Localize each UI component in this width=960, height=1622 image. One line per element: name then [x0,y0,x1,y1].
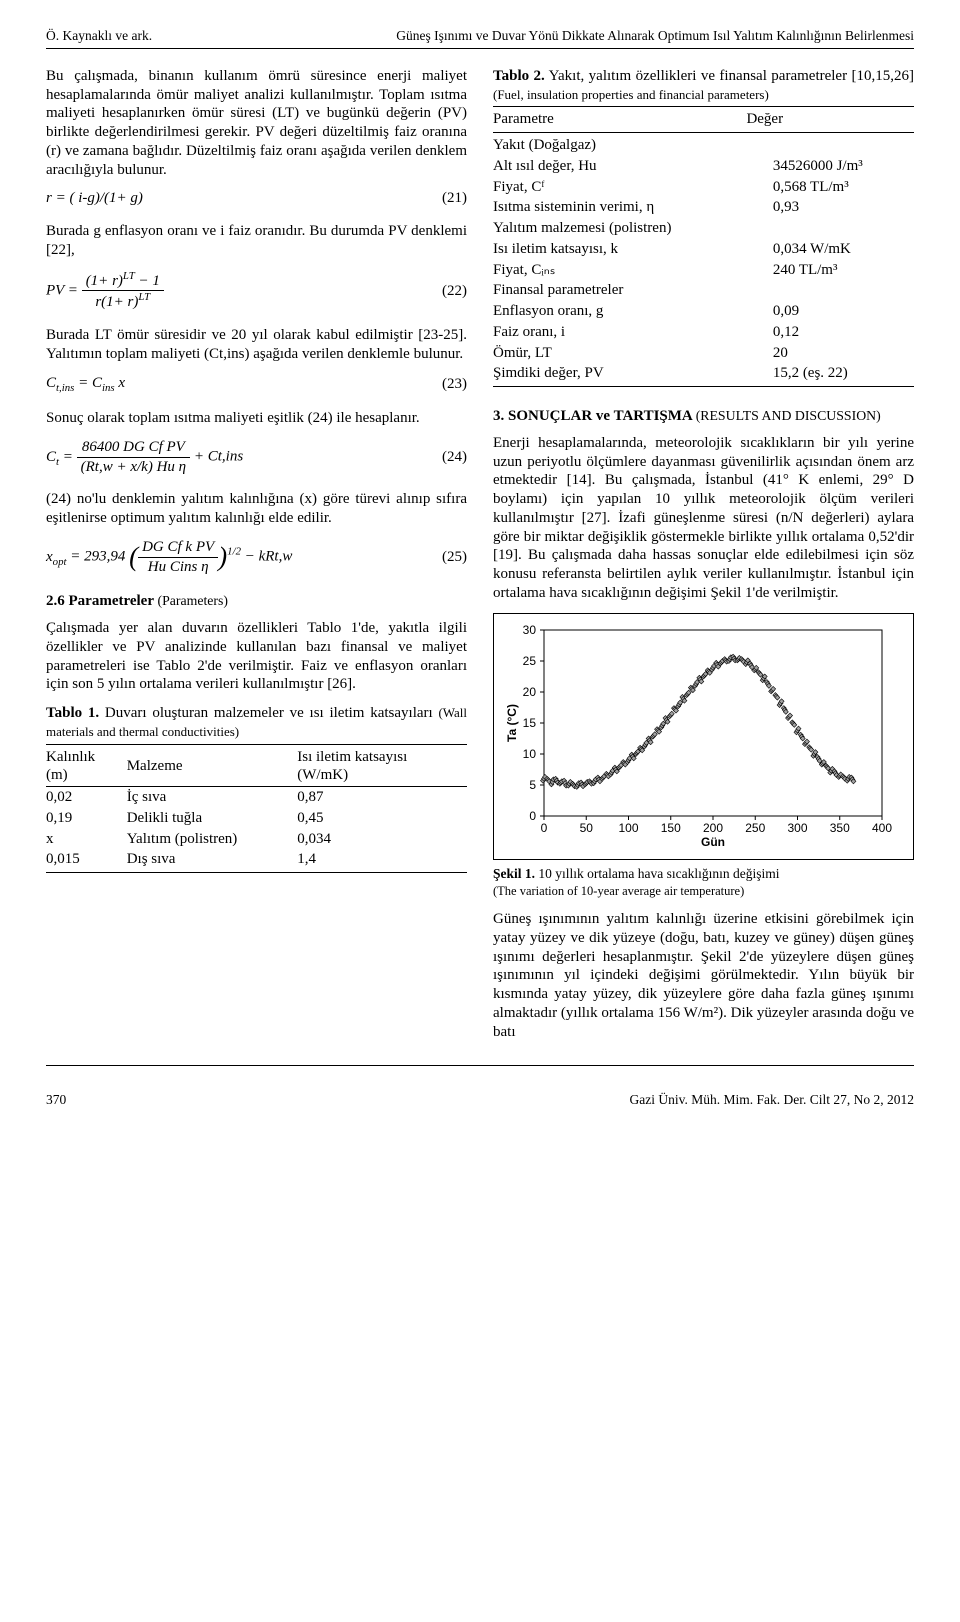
table-row: Isı iletim katsayısı, k0,034 W/mK [493,239,914,260]
page-header: Ö. Kaynaklı ve ark. Güneş Işınımı ve Duv… [46,28,914,45]
table-row: Faiz oranı, i0,12 [493,322,914,343]
eq22-expr: PV = (1+ r)LT − 1 r(1+ r)LT [46,270,164,313]
two-column-layout: Bu çalışmada, binanın kullanım ömrü süre… [46,67,914,1052]
table-row: Finansal parametreler [493,280,914,301]
table-row: Alt ısıl değer, Hu34526000 J/m³ [493,156,914,177]
svg-text:Ta (°C): Ta (°C) [505,704,519,742]
para-solar: Güneş ışınımının yalıtım kalınlığı üzeri… [493,910,914,1041]
svg-text:300: 300 [787,821,807,835]
equation-24: Ct = 86400 DG Cf PV (Rt,w + x/k) Hu η + … [46,438,467,477]
svg-text:100: 100 [618,821,638,835]
svg-text:250: 250 [745,821,765,835]
table-row: Enflasyon oranı, g0,09 [493,301,914,322]
footer-journal: Gazi Üniv. Müh. Mim. Fak. Der. Cilt 27, … [630,1092,915,1109]
footer-page-num: 370 [46,1092,66,1109]
svg-text:5: 5 [529,778,536,792]
table-row: xYalıtım (polistren)0,034 [46,829,467,850]
svg-text:0: 0 [541,821,548,835]
svg-text:150: 150 [661,821,681,835]
figure-1-chart: 0 50 100 150 200 250 300 350 400 0 5 10 15 20 25 30 Gün T… [493,613,914,861]
table1-col-1: Malzeme [127,747,298,787]
header-rule [46,48,914,49]
para-total: Sonuç olarak toplam ısıtma maliyeti eşit… [46,409,467,428]
table-row: Şimdiki değer, PV15,2 (eş. 22) [493,363,914,384]
chart-svg: 0 50 100 150 200 250 300 350 400 0 5 10 15 20 25 30 Gün T… [502,620,892,850]
eq25-num: (25) [442,548,467,567]
table1-col-2: Isı iletim katsayısı(W/mK) [297,747,467,787]
section-2-6-head: 2.6 Parametreler (Parameters) [46,592,467,611]
para-results: Enerji hesaplamalarında, meteorolojik sı… [493,434,914,603]
table2-head-row: Parametre Değer [493,109,914,130]
para-deriv: (24) no'lu denklemin yalıtım kalınlığına… [46,490,467,528]
page-footer: 370 Gazi Üniv. Müh. Mim. Fak. Der. Cilt … [46,1092,914,1109]
para-intro: Bu çalışmada, binanın kullanım ömrü süre… [46,67,467,180]
eq21-num: (21) [442,189,467,208]
table-row: Fiyat, Cᵢₙₛ240 TL/m³ [493,260,914,281]
svg-text:30: 30 [523,623,537,637]
eq22-num: (22) [442,282,467,301]
svg-text:350: 350 [830,821,850,835]
svg-text:15: 15 [523,716,537,730]
svg-text:20: 20 [523,685,537,699]
eq24-expr: Ct = 86400 DG Cf PV (Rt,w + x/k) Hu η + … [46,438,243,477]
svg-text:200: 200 [703,821,723,835]
table2-rule-bottom [493,386,914,387]
para-lt: Burada LT ömür süresidir ve 20 yıl olara… [46,326,467,364]
eq23-num: (23) [442,375,467,394]
svg-text:0: 0 [529,809,536,823]
svg-text:10: 10 [523,747,537,761]
equation-23: Ct,ins = Cins x (23) [46,374,467,395]
para-params: Çalışmada yer alan duvarın özellikleri T… [46,619,467,694]
para-g-i: Burada g enflasyon oranı ve i faiz oranı… [46,222,467,260]
section-3-head: 3. SONUÇLAR ve TARTIŞMA (RESULTS AND DIS… [493,407,914,426]
table2-rule-mid [493,132,914,133]
table-row: Yalıtım malzemesi (polistren) [493,218,914,239]
svg-text:Gün: Gün [701,835,725,849]
svg-text:400: 400 [872,821,892,835]
equation-22: PV = (1+ r)LT − 1 r(1+ r)LT (22) [46,270,467,313]
table-2-body: Yakıt (Doğalgaz)Alt ısıl değer, Hu345260… [493,135,914,384]
header-right: Güneş Işınımı ve Duvar Yönü Dikkate Alın… [396,28,914,45]
table1-head-row: Kalınlık(m) Malzeme Isı iletim katsayısı… [46,747,467,787]
table1-col-0: Kalınlık(m) [46,747,127,787]
equation-21: r = ( i-g)/(1+ g) (21) [46,189,467,208]
table1-rule-bottom [46,872,467,873]
svg-text:50: 50 [580,821,594,835]
table2-title: Tablo 2. Yakıt, yalıtım özellikleri ve f… [493,67,914,105]
table-row: Isıtma sisteminin verimi, η0,93 [493,197,914,218]
table-row: 0,02İç sıva0,87 [46,787,467,808]
eq23-expr: Ct,ins = Cins x [46,374,125,395]
eq24-num: (24) [442,448,467,467]
eq25-expr: xopt = 293,94 ( DG Cf k PV Hu Cins η )1/… [46,538,292,577]
table-row: Ömür, LT20 [493,343,914,364]
table1-rule-top [46,744,467,745]
figure-1-caption: Şekil 1. 10 yıllık ortalama hava sıcaklı… [493,866,914,900]
right-column: Tablo 2. Yakıt, yalıtım özellikleri ve f… [493,67,914,1052]
table1-title: Tablo 1. Duvarı oluşturan malzemeler ve … [46,704,467,742]
equation-25: xopt = 293,94 ( DG Cf k PV Hu Cins η )1/… [46,538,467,577]
eq21-expr: r = ( i-g)/(1+ g) [46,189,143,208]
header-left: Ö. Kaynaklı ve ark. [46,28,152,45]
table-row: Yakıt (Doğalgaz) [493,135,914,156]
left-column: Bu çalışmada, binanın kullanım ömrü süre… [46,67,467,1052]
table2-rule-top [493,106,914,107]
svg-text:25: 25 [523,654,537,668]
table-row: 0,19Delikli tuğla0,45 [46,808,467,829]
table-1: Kalınlık(m) Malzeme Isı iletim katsayısı… [46,747,467,871]
footer-rule [46,1065,914,1066]
table-2: Parametre Değer [493,109,914,130]
table-row: Fiyat, Cᶠ0,568 TL/m³ [493,177,914,198]
table-row: 0,015Dış sıva1,4 [46,849,467,870]
